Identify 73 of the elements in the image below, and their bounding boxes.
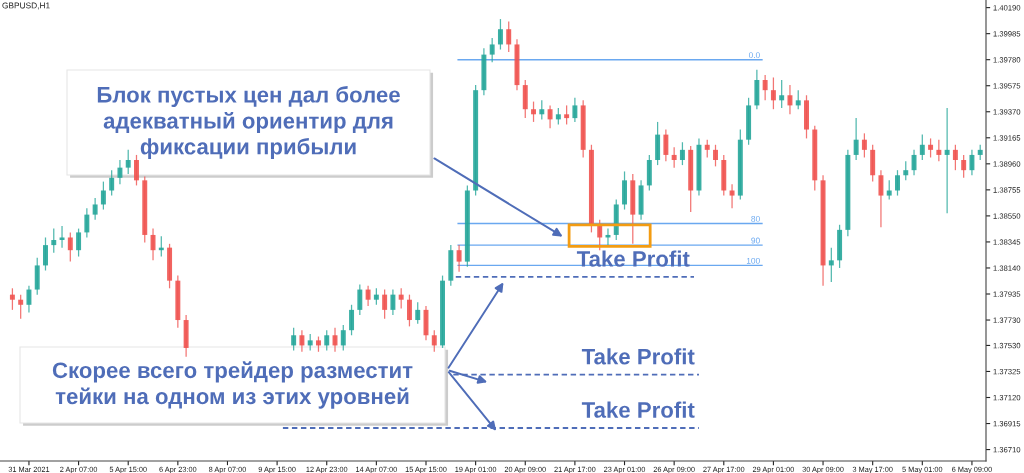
- candlestick: [390, 288, 396, 316]
- candlestick: [9, 287, 15, 311]
- candlestick: [928, 137, 934, 159]
- candlestick: [134, 154, 139, 187]
- candlestick: [357, 283, 363, 316]
- candlestick: [365, 285, 371, 307]
- candlestick: [150, 227, 156, 261]
- candlestick: [100, 180, 106, 211]
- candlestick: [671, 146, 677, 169]
- candlestick: [936, 139, 942, 162]
- annotation: Блок пустых цен дал более адекватный ориентир для фиксации прибыли: [97, 86, 400, 159]
- candlestick: [729, 183, 735, 209]
- candlestick: [531, 100, 537, 123]
- candlestick: [969, 149, 975, 176]
- candlestick: [878, 169, 884, 228]
- candlestick: [895, 169, 900, 197]
- candlestick: [125, 149, 131, 175]
- candlestick: [18, 294, 24, 320]
- candlestick: [539, 99, 545, 121]
- ref-line-label: Take Profit: [581, 401, 695, 418]
- candlestick: [84, 207, 90, 239]
- candlestick: [76, 227, 82, 258]
- candlestick: [406, 294, 412, 328]
- candlestick: [861, 132, 867, 159]
- candlestick: [828, 247, 834, 283]
- candlestick: [324, 329, 330, 352]
- candlestick: [382, 288, 388, 320]
- annotation: 90: [751, 237, 760, 244]
- candlestick: [26, 285, 32, 314]
- candlestick: [787, 84, 793, 115]
- candlestick: [762, 74, 768, 101]
- candlestick: [903, 160, 909, 181]
- candlestick: [299, 329, 305, 353]
- candlestick: [663, 128, 669, 162]
- candlestick: [886, 179, 892, 201]
- candlestick: [952, 144, 958, 171]
- candlestick: [43, 236, 48, 272]
- candlestick: [547, 104, 553, 129]
- annotation: Скорее всего трейдер разместит тейки на одном из этих уровней: [52, 361, 413, 409]
- candlestick: [572, 97, 578, 123]
- annotation: 100: [746, 257, 760, 264]
- ref-line-label: Take Profit: [581, 348, 695, 365]
- candlestick: [944, 107, 950, 214]
- candlestick: [456, 244, 462, 273]
- candlestick: [506, 20, 512, 53]
- candlestick: [919, 133, 925, 161]
- chart-title: GBPUSD,H1: [2, 2, 50, 10]
- candlestick: [349, 304, 355, 336]
- candlestick: [67, 231, 73, 263]
- candlestick: [431, 329, 437, 353]
- candlestick: [564, 104, 570, 126]
- candlestick: [679, 141, 685, 166]
- candlestick: [51, 227, 57, 254]
- candlestick: [398, 287, 404, 310]
- candlestick: [291, 327, 297, 352]
- candlestick: [853, 117, 859, 161]
- candlestick: [92, 197, 98, 221]
- candlestick: [59, 225, 65, 249]
- candlestick: [911, 149, 917, 176]
- candlestick: [713, 144, 718, 167]
- candlestick: [109, 169, 115, 197]
- candlestick: [117, 159, 123, 185]
- candlestick: [415, 301, 421, 325]
- candlestick: [779, 79, 785, 109]
- candlestick: [795, 89, 801, 110]
- annotation: 0.0: [748, 52, 760, 59]
- annotation: 80: [751, 215, 760, 222]
- candlestick: [497, 18, 503, 51]
- ref-line-label: Take Profit: [576, 250, 690, 267]
- candlestick: [961, 154, 967, 179]
- candlestick: [770, 76, 776, 110]
- candlestick: [340, 324, 346, 352]
- candlestick: [489, 37, 495, 63]
